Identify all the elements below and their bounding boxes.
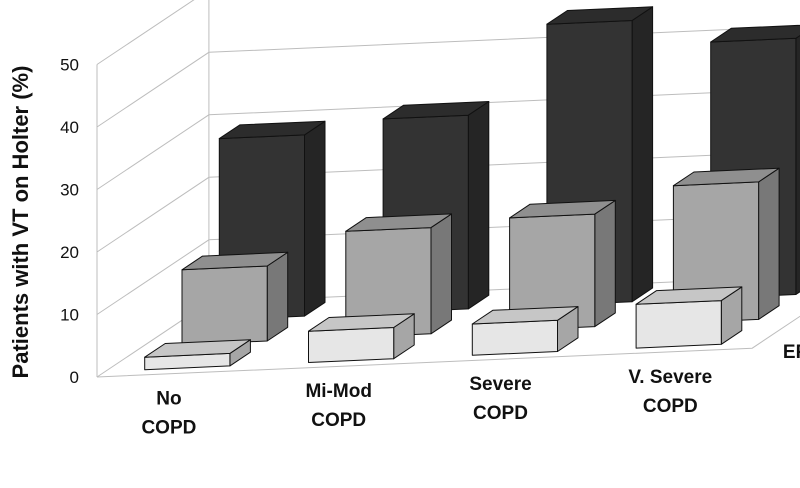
chart-labels: 0 10 20 30 40 50 No COPD Mi-Mod COPD Severe COPD V. … — [60, 56, 800, 439]
bar — [345, 213, 452, 339]
bar-top — [181, 251, 289, 271]
bar-top — [546, 6, 654, 25]
bar-side — [795, 34, 800, 295]
bar-front — [308, 327, 395, 363]
bar-side — [467, 101, 490, 310]
bar-side — [266, 251, 289, 342]
x-category-label: No COPD — [141, 388, 196, 438]
bar-top — [509, 199, 616, 219]
bar-side — [758, 167, 780, 320]
bar — [509, 199, 616, 331]
bar-side — [631, 6, 654, 303]
bar — [181, 251, 289, 346]
bar-top — [345, 213, 452, 232]
bar-front — [181, 265, 268, 346]
x-category-label: Severe COPD — [469, 374, 531, 424]
y-tick-label: 30 — [60, 181, 79, 200]
bar-top — [218, 120, 326, 140]
y-tick-label: 10 — [60, 306, 79, 325]
bar-side — [594, 199, 616, 328]
bar-top — [471, 306, 579, 325]
y-tick-label: 20 — [60, 243, 79, 262]
bar-front — [471, 319, 558, 356]
chart-bars — [144, 6, 800, 371]
y-tick-label: 40 — [60, 118, 79, 137]
bar — [308, 313, 415, 363]
bar — [471, 306, 579, 356]
y-tick-label: 0 — [70, 368, 79, 387]
bar — [635, 286, 743, 349]
bar-top — [308, 313, 415, 332]
bar-top — [635, 286, 743, 305]
x-category-label: V. Severe COPD — [628, 367, 712, 417]
x-category-label: Mi-Mod COPD — [305, 381, 371, 431]
bar-side — [304, 120, 326, 317]
bar-front — [635, 300, 722, 349]
floor-edge — [96, 315, 800, 378]
bar-side — [430, 213, 452, 335]
bar-top — [672, 167, 780, 187]
bar-top — [382, 101, 490, 120]
gridline — [96, 0, 195, 65]
y-tick-label: 50 — [60, 56, 79, 75]
y-axis-label: Patients with VT on Holter (%) — [8, 66, 33, 379]
bar-top — [710, 24, 800, 43]
bar-top — [144, 339, 251, 358]
bar — [144, 339, 251, 371]
series-axis-label: EF>55% — [783, 342, 800, 363]
